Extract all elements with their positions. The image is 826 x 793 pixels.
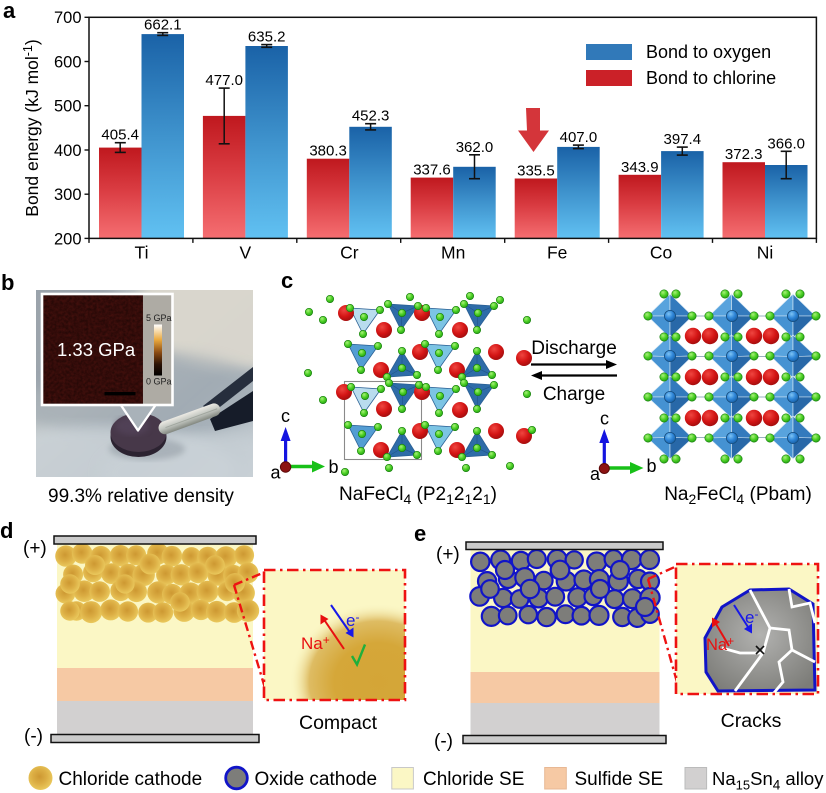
svg-text:400: 400 — [54, 142, 82, 160]
svg-text:e: e — [414, 521, 426, 546]
svg-text:343.9: 343.9 — [621, 159, 659, 176]
svg-text:b: b — [329, 457, 339, 477]
svg-text:380.3: 380.3 — [309, 143, 347, 160]
svg-text:300: 300 — [54, 186, 82, 204]
svg-text:c: c — [600, 409, 609, 429]
svg-text:(+): (+) — [23, 538, 47, 559]
svg-text:Compact: Compact — [299, 712, 378, 734]
svg-text:Sulfide SE: Sulfide SE — [575, 769, 664, 790]
svg-text:Mn: Mn — [441, 243, 465, 263]
svg-text:200: 200 — [54, 230, 82, 248]
svg-text:Na2FeCl4 (Pbam): Na2FeCl4 (Pbam) — [664, 484, 812, 507]
svg-text:662.1: 662.1 — [144, 17, 182, 34]
svg-text:366.0: 366.0 — [767, 135, 805, 152]
svg-text:a: a — [3, 0, 16, 23]
svg-text:Na15Sn4 alloy: Na15Sn4 alloy — [712, 768, 824, 793]
svg-text:Bond energy (kJ mol-1): Bond energy (kJ mol-1) — [21, 39, 42, 216]
svg-text:V: V — [240, 243, 252, 263]
svg-text:Discharge: Discharge — [531, 338, 617, 359]
svg-text:335.5: 335.5 — [517, 163, 555, 180]
svg-text:Chloride SE: Chloride SE — [423, 769, 524, 790]
svg-text:362.0: 362.0 — [456, 139, 494, 156]
svg-text:d: d — [0, 518, 13, 543]
svg-text:Co: Co — [650, 243, 672, 263]
svg-text:337.6: 337.6 — [413, 162, 451, 179]
svg-text:Oxide cathode: Oxide cathode — [255, 769, 378, 790]
svg-text:635.2: 635.2 — [248, 29, 286, 46]
svg-text:500: 500 — [54, 98, 82, 116]
svg-text:407.0: 407.0 — [560, 129, 598, 146]
svg-text:Chloride cathode: Chloride cathode — [59, 769, 203, 790]
svg-text:397.4: 397.4 — [664, 131, 702, 148]
svg-text:Cracks: Cracks — [721, 710, 782, 732]
svg-text:Charge: Charge — [543, 384, 605, 405]
svg-text:a: a — [590, 464, 601, 484]
svg-text:Na+: Na+ — [706, 634, 734, 654]
svg-text:c: c — [281, 268, 293, 293]
svg-text:Fe: Fe — [547, 243, 567, 263]
svg-text:477.0: 477.0 — [205, 72, 243, 89]
svg-text:(+): (+) — [436, 544, 460, 565]
svg-text:Ti: Ti — [135, 243, 149, 263]
svg-text:c: c — [281, 406, 290, 426]
svg-text:Bond to chlorine: Bond to chlorine — [646, 68, 776, 88]
svg-text:Na+: Na+ — [301, 633, 330, 653]
svg-text:Cr: Cr — [340, 243, 359, 263]
svg-text:0 GPa: 0 GPa — [146, 377, 172, 387]
svg-text:Bond to oxygen: Bond to oxygen — [646, 42, 771, 62]
svg-text:b: b — [647, 456, 657, 476]
svg-text:99.3% relative density: 99.3% relative density — [48, 486, 234, 507]
svg-text:(-): (-) — [434, 731, 453, 752]
svg-text:(-): (-) — [24, 726, 43, 747]
svg-text:5 GPa: 5 GPa — [146, 313, 172, 323]
svg-text:1.33 GPa: 1.33 GPa — [57, 339, 136, 360]
svg-text:600: 600 — [54, 53, 82, 71]
svg-text:700: 700 — [54, 9, 82, 27]
svg-text:452.3: 452.3 — [352, 108, 390, 125]
svg-text:Ni: Ni — [757, 243, 774, 263]
svg-text:b: b — [1, 270, 14, 295]
svg-text:a: a — [271, 463, 282, 483]
svg-text:372.3: 372.3 — [725, 146, 763, 163]
svg-text:405.4: 405.4 — [101, 127, 139, 144]
svg-text:NaFeCl4 (P212121): NaFeCl4 (P212121) — [339, 484, 497, 507]
